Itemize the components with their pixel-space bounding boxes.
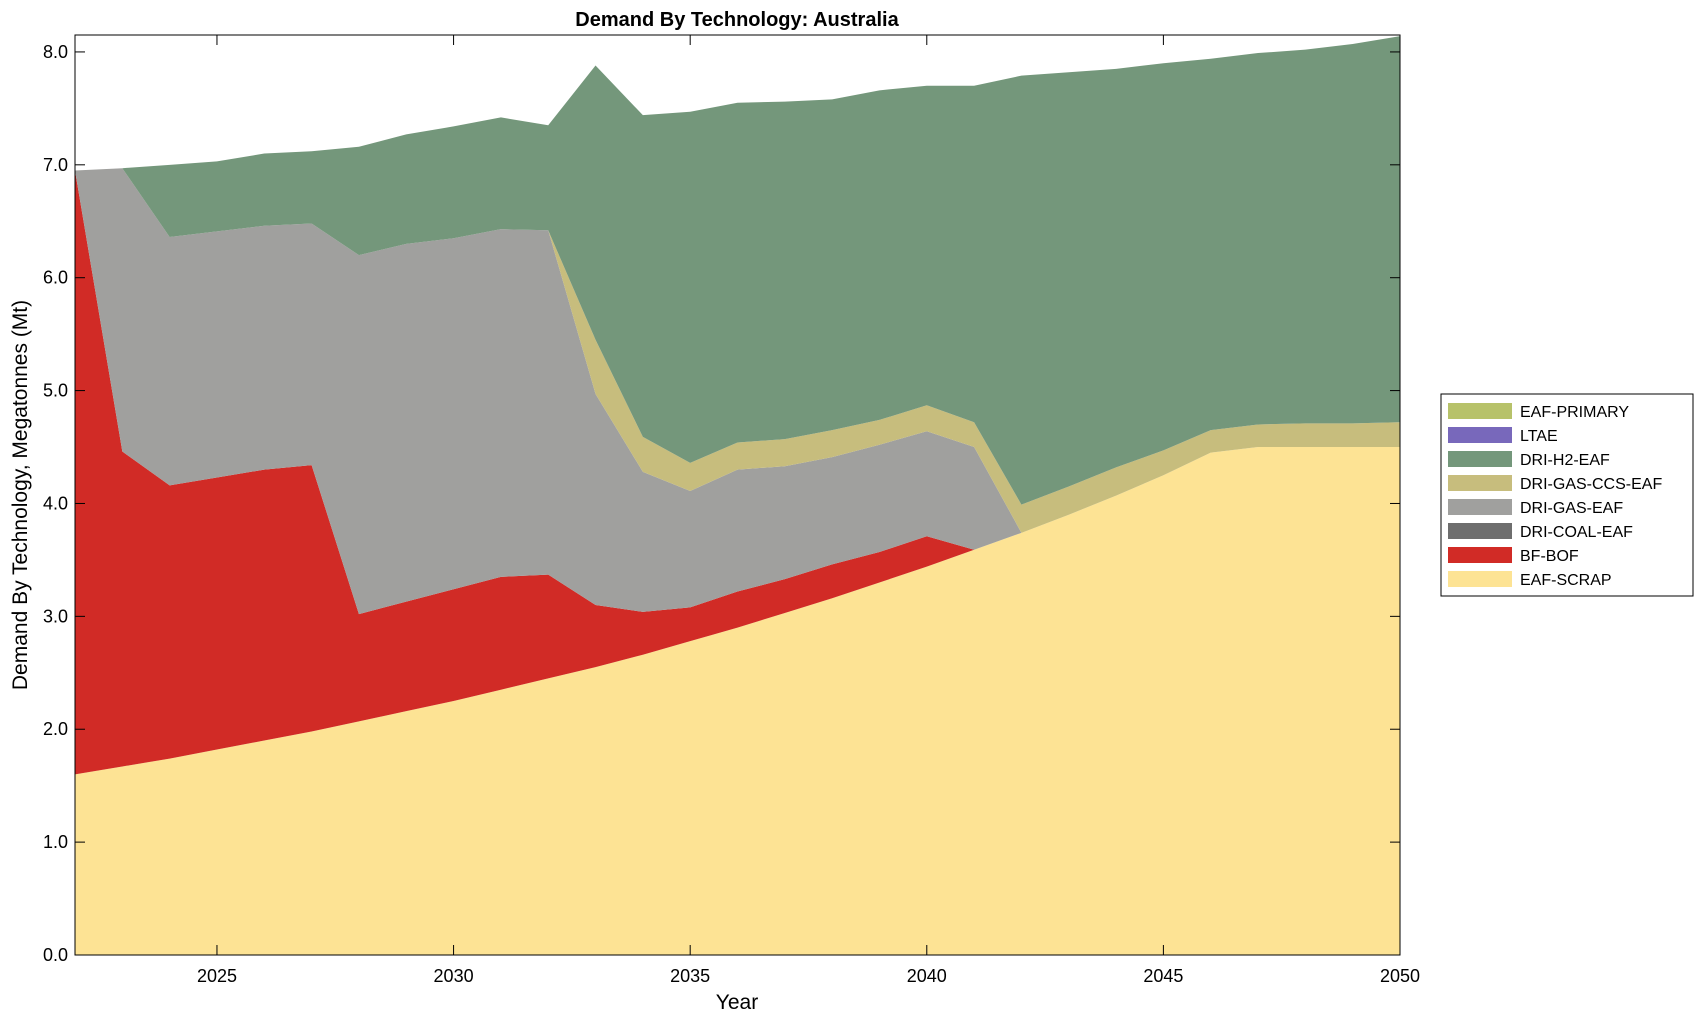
legend-swatch-dri-h2-eaf: [1448, 451, 1512, 467]
y-tick-label: 1.0: [43, 832, 68, 852]
y-tick-label: 3.0: [43, 606, 68, 626]
plot-frame: [74, 34, 1401, 956]
legend-swatch-ltae: [1448, 427, 1512, 443]
y-tick-label: 0.0: [43, 945, 68, 965]
area-bf-bof: [75, 170, 1400, 775]
legend-label-dri-gas-eaf: DRI-GAS-EAF: [1520, 500, 1623, 517]
area-series-group: [75, 36, 1400, 955]
x-tick-label: 2030: [434, 966, 474, 986]
y-tick-label: 4.0: [43, 493, 68, 513]
legend-label-dri-h2-eaf: DRI-H2-EAF: [1520, 452, 1610, 469]
area-dri-h2-eaf: [75, 36, 1400, 505]
y-tick-label: 6.0: [43, 268, 68, 288]
y-tick-label: 7.0: [43, 155, 68, 175]
legend-swatch-dri-gas-ccs-eaf: [1448, 475, 1512, 491]
legend-label-bf-bof: BF-BOF: [1520, 548, 1579, 565]
y-tick-label: 8.0: [43, 42, 68, 62]
legend: EAF-PRIMARY LTAE DRI-H2-EAF DRI-GAS-CCS-EAF…: [1440, 393, 1694, 597]
x-tick-label: 2035: [670, 966, 710, 986]
legend-swatch-dri-coal-eaf: [1448, 523, 1512, 539]
legend-label-eaf-primary: EAF-PRIMARY: [1520, 404, 1629, 421]
area-dri-gas-ccs-eaf: [75, 168, 1400, 533]
y-tick-label: 5.0: [43, 381, 68, 401]
y-axis-label: Demand By Technology, Megatonnes (Mt): [9, 300, 32, 690]
x-tick-label: 2045: [1143, 966, 1183, 986]
x-tick-label: 2040: [907, 966, 947, 986]
y-axis: 0.0 1.0 2.0 3.0 4.0 5.0 6.0 7.0 8.0: [43, 42, 1400, 965]
legend-swatch-eaf-primary: [1448, 403, 1512, 419]
legend-swatch-eaf-scrap: [1448, 571, 1512, 587]
x-axis: 2025 2030 2035 2040 2045 2050: [197, 35, 1420, 986]
legend-label-ltae: LTAE: [1520, 428, 1558, 445]
legend-swatch-dri-gas-eaf: [1448, 499, 1512, 515]
legend-label-eaf-scrap: EAF-SCRAP: [1520, 572, 1612, 589]
legend-swatch-bf-bof: [1448, 547, 1512, 563]
area-dri-gas-eaf: [75, 168, 1400, 615]
x-axis-label: Year: [716, 991, 758, 1014]
x-tick-label: 2050: [1380, 966, 1420, 986]
chart-title: Demand By Technology: Australia: [575, 9, 899, 31]
x-tick-label: 2025: [197, 966, 237, 986]
y-tick-label: 2.0: [43, 719, 68, 739]
legend-label-dri-gas-ccs-eaf: DRI-GAS-CCS-EAF: [1520, 476, 1662, 493]
area-eaf-scrap: [75, 447, 1400, 955]
legend-box: [1440, 393, 1694, 597]
legend-label-dri-coal-eaf: DRI-COAL-EAF: [1520, 524, 1633, 541]
